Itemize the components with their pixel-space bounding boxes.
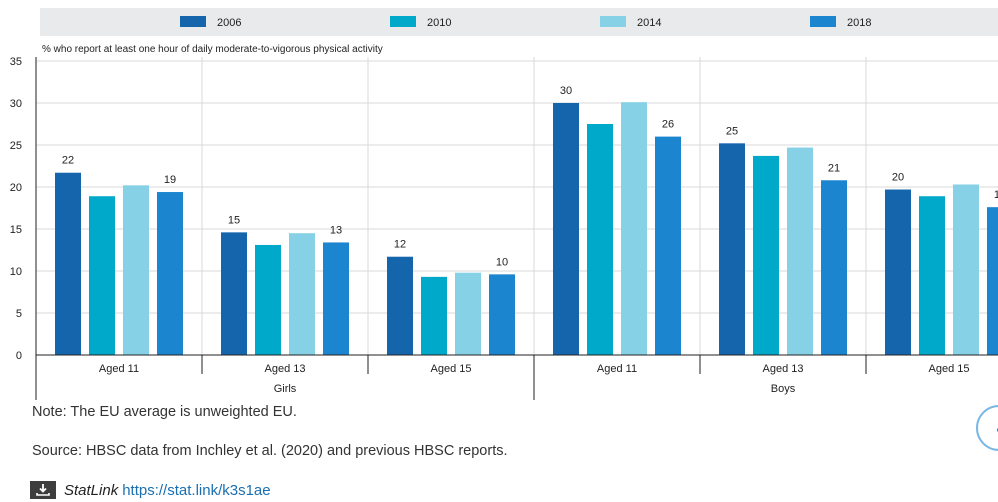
note-text: Note: The EU average is unweighted EU. bbox=[32, 404, 297, 420]
statlink-url[interactable]: https://stat.link/k3s1ae bbox=[122, 481, 271, 499]
y-axis-label: % who report at least one hour of daily … bbox=[42, 44, 383, 55]
bar-2018-0 bbox=[157, 192, 183, 355]
bar-2014-1 bbox=[289, 233, 315, 355]
group-label: Girls bbox=[274, 383, 297, 395]
data-label: 13 bbox=[330, 224, 342, 236]
source-text: Source: HBSC data from Inchley et al. (2… bbox=[32, 443, 508, 459]
legend-swatch bbox=[600, 16, 626, 27]
category-label: Aged 13 bbox=[265, 363, 306, 375]
data-label: 22 bbox=[62, 155, 74, 167]
data-label: 20 bbox=[892, 172, 904, 184]
bar-2018-3 bbox=[655, 136, 681, 355]
chevron-left-icon[interactable] bbox=[976, 405, 998, 451]
y-tick-label: 35 bbox=[10, 56, 22, 68]
category-label: Aged 13 bbox=[763, 363, 804, 375]
legend-label: 2014 bbox=[637, 17, 661, 29]
y-tick-label: 25 bbox=[10, 140, 22, 152]
bar-2010-4 bbox=[753, 155, 779, 355]
data-label: 12 bbox=[394, 239, 406, 251]
data-label: 19 bbox=[164, 174, 176, 186]
legend-label: 2010 bbox=[427, 17, 451, 29]
data-label: 26 bbox=[662, 119, 674, 131]
y-tick-label: 30 bbox=[10, 98, 22, 110]
bar-2018-4 bbox=[821, 180, 847, 355]
legend-swatch bbox=[180, 16, 206, 27]
category-label: Aged 11 bbox=[99, 363, 139, 375]
bar-2010-0 bbox=[89, 196, 115, 355]
bar-2018-2 bbox=[489, 274, 515, 355]
bar-2006-3 bbox=[553, 103, 579, 355]
bar-2014-2 bbox=[455, 272, 481, 355]
legend-label: 2018 bbox=[847, 17, 871, 29]
bar-2006-2 bbox=[387, 256, 413, 355]
y-tick-label: 20 bbox=[10, 182, 22, 194]
bar-2006-5 bbox=[885, 189, 911, 355]
data-label: 15 bbox=[228, 214, 240, 226]
bar-2006-1 bbox=[221, 232, 247, 355]
bar-2018-5 bbox=[987, 207, 998, 355]
bar-2014-0 bbox=[123, 185, 149, 355]
bar-2014-4 bbox=[787, 147, 813, 355]
download-icon[interactable] bbox=[30, 481, 56, 499]
legend-swatch bbox=[810, 16, 836, 27]
bar-2014-5 bbox=[953, 184, 979, 355]
group-label: Boys bbox=[771, 383, 796, 395]
bar-2014-3 bbox=[621, 102, 647, 355]
category-label: Aged 15 bbox=[431, 363, 472, 375]
y-tick-label: 5 bbox=[16, 308, 22, 320]
bar-2010-1 bbox=[255, 244, 281, 355]
bar-2006-4 bbox=[719, 143, 745, 355]
data-label: 30 bbox=[560, 85, 572, 97]
bar-2010-2 bbox=[421, 276, 447, 355]
statlink-brand: StatLink bbox=[64, 481, 119, 499]
bar-2010-5 bbox=[919, 196, 945, 355]
bar-2018-1 bbox=[323, 242, 349, 355]
statlink-row: StatLink https://stat.link/k3s1ae bbox=[30, 480, 271, 500]
y-tick-label: 10 bbox=[10, 266, 22, 278]
category-label: Aged 11 bbox=[597, 363, 637, 375]
data-label: 25 bbox=[726, 125, 738, 137]
bar-2006-0 bbox=[55, 172, 81, 355]
data-label: 21 bbox=[828, 162, 840, 174]
y-tick-label: 15 bbox=[10, 224, 22, 236]
category-label: Aged 15 bbox=[929, 363, 970, 375]
data-label: 10 bbox=[496, 256, 508, 268]
legend-swatch bbox=[390, 16, 416, 27]
bars bbox=[55, 102, 998, 355]
bar-chart: 2006 2010 2014 2018 22191513121030262521201… bbox=[10, 8, 998, 400]
bar-2010-3 bbox=[587, 124, 613, 355]
y-tick-label: 0 bbox=[16, 350, 22, 362]
data-labels: 22 19 15 13 12 10 30 26 25 21 20 18 bbox=[62, 85, 998, 268]
legend-label: 2006 bbox=[217, 17, 241, 29]
legend: 2006 2010 2014 2018 bbox=[180, 16, 871, 29]
axes: 0 5 10 15 20 25 30 35 Aged 11 Aged 13 Aged 15 Aged … bbox=[10, 56, 998, 400]
data-label: 18 bbox=[994, 189, 998, 201]
